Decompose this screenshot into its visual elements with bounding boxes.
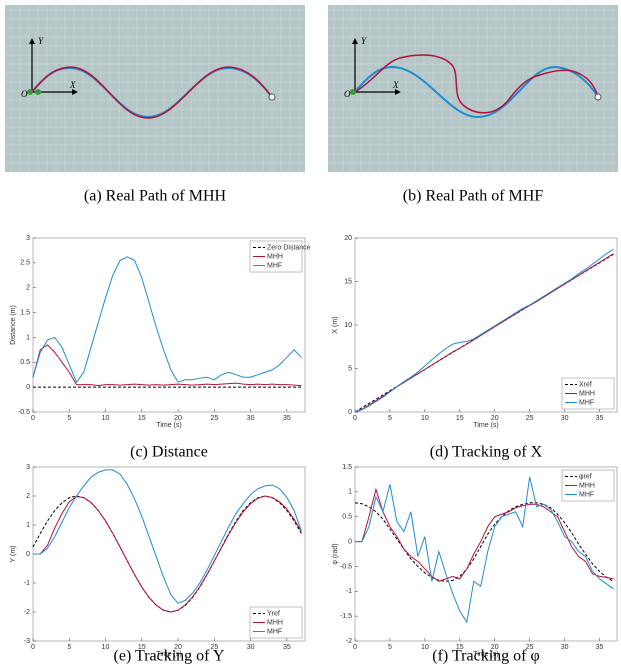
caption: (d) Tracking of X — [430, 444, 543, 461]
legend-label: MHH — [267, 253, 283, 260]
y-tick-label: 2 — [26, 493, 30, 500]
x-tick-label: 25 — [526, 415, 534, 422]
y-axis-label: φ (rad) — [332, 543, 339, 564]
y-tick-label: -1 — [346, 588, 352, 595]
caption: (a) Real Path of MHH — [84, 188, 227, 205]
y-tick-label: 0 — [348, 538, 352, 545]
x-tick-label: 5 — [67, 415, 71, 422]
y-tick-label: 0 — [348, 409, 352, 416]
x-tick-label: 25 — [210, 415, 218, 422]
x-tick-label: 15 — [456, 415, 464, 422]
y-tick-label: -0.5 — [18, 409, 30, 416]
y-tick-label: 1.5 — [342, 464, 352, 471]
caption: (b) Real Path of MHF — [403, 188, 544, 205]
x-tick-label: 0 — [353, 644, 357, 651]
y-tick-label: -0.5 — [340, 563, 352, 570]
y-tick-label: -2 — [346, 638, 352, 645]
x-axis-label: Time (s) — [473, 422, 498, 429]
x-tick-label: 0 — [353, 415, 357, 422]
y-tick-label: 1 — [348, 489, 352, 496]
caption: (e) Tracking of Y — [114, 648, 225, 665]
figure: Y X O (a) Real Path of MHH Y X O (b) Rea… — [0, 0, 621, 669]
path-panel-a: Y X O (a) Real Path of MHH — [5, 5, 305, 205]
x-tick-label: 35 — [596, 644, 604, 651]
chart: 0 5 10 15 20 0 5 10 15 20 25 30 35 Time (s) X (m) (d) T… — [332, 235, 617, 461]
start-dot — [27, 89, 33, 95]
y-tick-label: -3 — [24, 638, 30, 645]
y-tick-label: 3 — [26, 464, 30, 471]
x-tick-label: 35 — [596, 415, 604, 422]
y-tick-label: 1 — [26, 522, 30, 529]
legend: Zero Distance MHH MHF — [250, 241, 311, 272]
legend-label: MHF — [579, 491, 594, 498]
x-tick-label: 30 — [247, 644, 255, 651]
y-tick-label: 1.5 — [20, 309, 30, 316]
x-tick-label: 35 — [283, 415, 291, 422]
caption: (f) Tracking of φ — [432, 648, 539, 665]
x-label: X — [392, 80, 399, 90]
legend-label: MHF — [267, 262, 282, 269]
caption: (c) Distance — [130, 444, 208, 461]
x-tick-label: 30 — [561, 644, 569, 651]
y-tick-label: 0.5 — [20, 359, 30, 366]
y-tick-label: -2 — [24, 609, 30, 616]
legend-label: MHF — [579, 399, 594, 406]
legend: Xref MHH MHF — [562, 378, 614, 409]
y-tick-label: 0.5 — [342, 514, 352, 521]
x-tick-label: 10 — [102, 644, 110, 651]
y-tick-label: -1.5 — [340, 613, 352, 620]
legend: φref MHH MHF — [562, 470, 614, 501]
legend: Yref MHH MHF — [250, 607, 302, 638]
y-tick-label: 20 — [344, 235, 352, 242]
y-tick-label: 3 — [26, 235, 30, 242]
x-tick-label: 0 — [31, 415, 35, 422]
x-tick-label: 35 — [283, 644, 291, 651]
x-axis-label: Time (s) — [156, 422, 181, 429]
chart: -3-2-1012305101520253035Time (s)Y (m)(e)… — [10, 464, 305, 665]
x-tick-label: 30 — [561, 415, 569, 422]
origin-label: O — [21, 89, 28, 99]
start-dot — [350, 89, 356, 95]
x-tick-label: 10 — [421, 644, 429, 651]
y-tick-label: 15 — [344, 278, 352, 285]
end-dot — [595, 94, 601, 100]
x-tick-label: 15 — [138, 415, 146, 422]
legend-label: MHF — [267, 628, 282, 635]
x-tick-label: 10 — [102, 415, 110, 422]
end-dot — [269, 94, 275, 100]
path-panel-b: Y X O (b) Real Path of MHF — [328, 5, 618, 205]
x-label: X — [69, 80, 76, 90]
x-tick-label: 20 — [491, 415, 499, 422]
x-tick-label: 5 — [388, 415, 392, 422]
origin-label: O — [344, 89, 351, 99]
y-tick-label: 0 — [26, 551, 30, 558]
y-tick-label: 0 — [26, 384, 30, 391]
y-axis-label: Y (m) — [10, 546, 17, 563]
x-tick-label: 10 — [421, 415, 429, 422]
legend-label: Xref — [579, 381, 592, 388]
y-tick-label: 1 — [26, 334, 30, 341]
start-dot — [35, 89, 41, 95]
y-axis-label: X (m) — [332, 316, 339, 333]
y-tick-label: -1 — [24, 580, 30, 587]
x-tick-label: 20 — [174, 415, 182, 422]
panel-background — [328, 5, 618, 172]
legend-label: φref — [579, 473, 592, 480]
legend-label: Zero Distance — [267, 244, 311, 251]
y-tick-label: 5 — [348, 365, 352, 372]
x-tick-label: 30 — [247, 415, 255, 422]
y-axis-label: Distance (m) — [10, 305, 17, 345]
legend-label: MHH — [579, 482, 595, 489]
legend-label: MHH — [579, 390, 595, 397]
y-tick-label: 10 — [344, 322, 352, 329]
x-tick-label: 5 — [67, 644, 71, 651]
y-tick-label: 2.5 — [20, 260, 30, 267]
y-tick-label: 2 — [26, 285, 30, 292]
legend-label: Yref — [267, 610, 280, 617]
legend-label: MHH — [267, 619, 283, 626]
x-tick-label: 0 — [31, 644, 35, 651]
x-tick-label: 5 — [388, 644, 392, 651]
